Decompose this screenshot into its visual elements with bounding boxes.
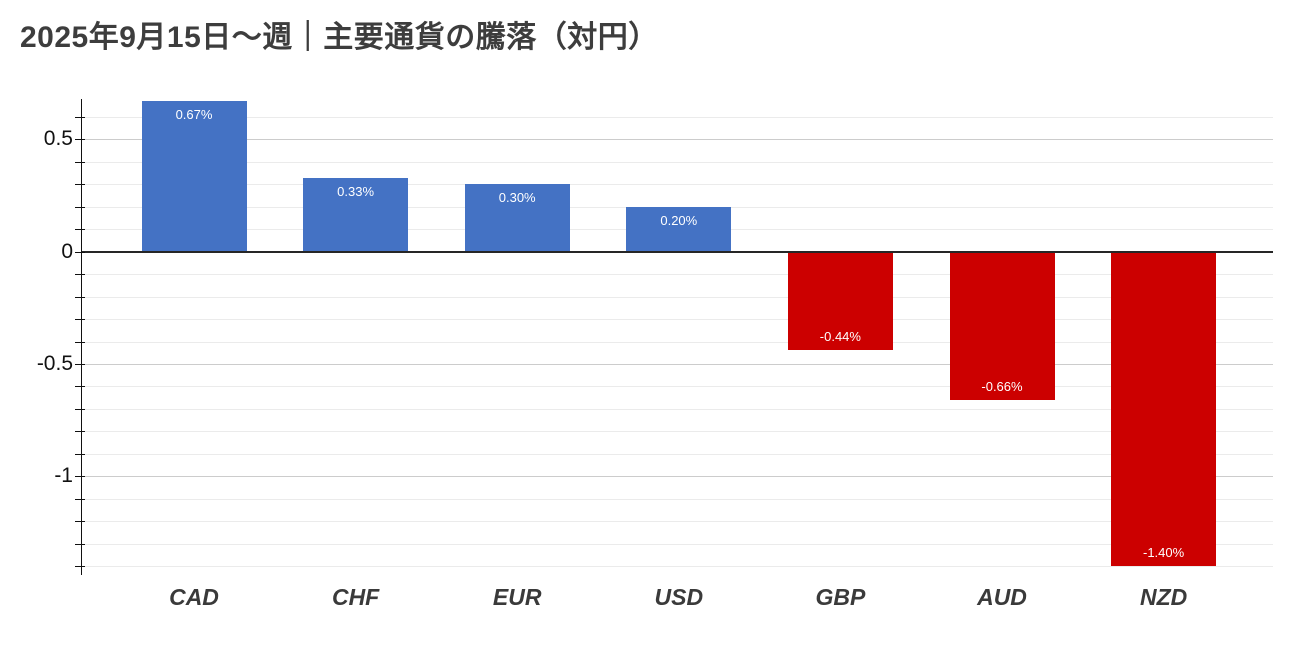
gridline-major bbox=[81, 476, 1273, 478]
bar-value-label: 0.20% bbox=[660, 212, 698, 228]
bar-USD: 0.20% bbox=[626, 206, 732, 252]
y-axis-tick bbox=[75, 206, 85, 208]
zero-baseline bbox=[81, 250, 1273, 253]
bar-value-label: -0.66% bbox=[981, 378, 1023, 394]
y-axis-tick bbox=[75, 341, 85, 343]
y-tick-label: -1 bbox=[54, 464, 73, 488]
y-axis-tick bbox=[75, 117, 85, 118]
y-axis-tick bbox=[75, 498, 85, 500]
gridline-minor bbox=[81, 274, 1273, 276]
y-axis-tick bbox=[75, 251, 85, 253]
y-axis-tick bbox=[75, 184, 85, 186]
gridline-minor bbox=[81, 408, 1273, 410]
gridline-minor bbox=[81, 386, 1273, 388]
x-axis-label-CHF: CHF bbox=[331, 584, 380, 610]
gridline-minor bbox=[81, 161, 1273, 163]
bar-value-label: -0.44% bbox=[819, 329, 861, 345]
y-axis-tick bbox=[75, 453, 85, 455]
x-axis-label-NZD: NZD bbox=[1139, 584, 1188, 610]
y-axis-tick bbox=[75, 363, 85, 365]
bar-GBP: -0.44% bbox=[787, 251, 893, 351]
y-axis-tick bbox=[75, 521, 85, 523]
y-axis-tick bbox=[75, 161, 85, 163]
gridline-minor bbox=[81, 498, 1273, 500]
y-tick-label: 0.5 bbox=[43, 127, 73, 151]
gridline-minor bbox=[81, 184, 1273, 186]
gridline-minor bbox=[81, 431, 1273, 433]
gridline-minor bbox=[81, 521, 1273, 523]
y-axis-tick bbox=[75, 476, 85, 478]
y-axis-tick bbox=[75, 296, 85, 298]
x-axis-label-USD: USD bbox=[654, 584, 704, 610]
gridline-minor bbox=[81, 453, 1273, 455]
bar-value-label: 0.67% bbox=[175, 107, 213, 123]
y-axis-tick bbox=[75, 566, 85, 567]
bar-EUR: 0.30% bbox=[464, 184, 570, 252]
gridline-minor bbox=[81, 117, 1273, 118]
gridline-minor bbox=[81, 566, 1273, 567]
x-axis-label-EUR: EUR bbox=[492, 584, 542, 610]
gridline-minor bbox=[81, 543, 1273, 545]
y-axis-tick bbox=[75, 386, 85, 388]
bar-NZD: -1.40% bbox=[1111, 251, 1217, 566]
gridline-major bbox=[81, 363, 1273, 365]
gridline-minor bbox=[81, 319, 1273, 320]
y-axis-tick bbox=[75, 319, 85, 320]
y-axis-tick bbox=[75, 431, 85, 433]
bar-value-label: 0.33% bbox=[337, 183, 375, 199]
x-axis-label-CAD: CAD bbox=[169, 584, 219, 610]
bar-value-label: -1.40% bbox=[1142, 544, 1185, 560]
y-axis-tick bbox=[75, 543, 85, 545]
y-axis-tick bbox=[75, 229, 85, 231]
y-axis-line bbox=[81, 99, 82, 575]
gridline-minor bbox=[81, 341, 1273, 343]
y-axis-tick bbox=[75, 274, 85, 276]
bar-CAD: 0.67% bbox=[141, 101, 247, 252]
gridline-major bbox=[81, 139, 1273, 141]
chart-title: 2025年9月15日〜週｜主要通貨の騰落（対円） bbox=[20, 21, 659, 54]
y-axis-tick bbox=[75, 139, 85, 141]
bar-value-label: 0.30% bbox=[498, 190, 536, 206]
x-axis-label-GBP: GBP bbox=[815, 584, 866, 610]
bar-CHF: 0.33% bbox=[303, 177, 409, 252]
bar-AUD: -0.66% bbox=[949, 251, 1055, 400]
y-tick-label: 0 bbox=[61, 239, 73, 263]
y-axis-tick bbox=[75, 408, 85, 410]
x-axis-label-AUD: AUD bbox=[977, 584, 1027, 610]
y-tick-label: -0.5 bbox=[36, 351, 73, 375]
gridline-minor bbox=[81, 296, 1273, 298]
